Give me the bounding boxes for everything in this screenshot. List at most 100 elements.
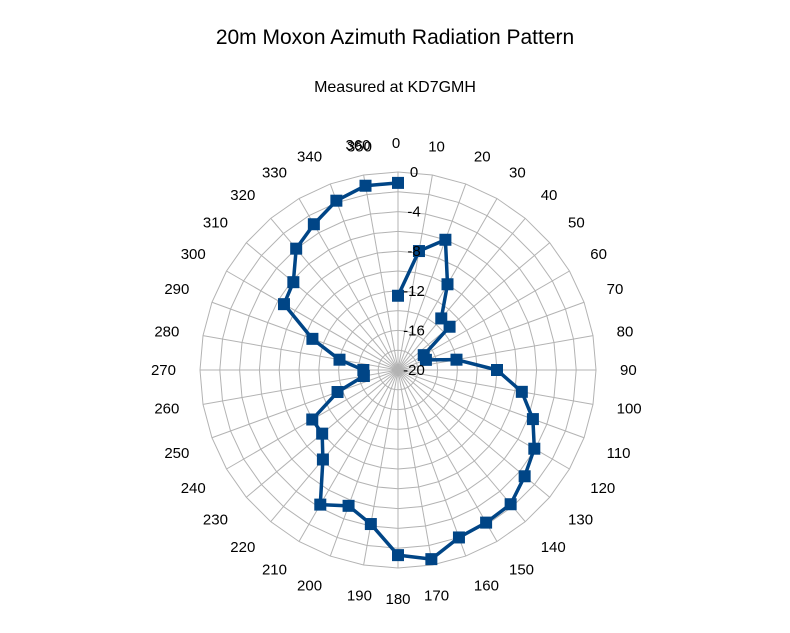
grid-spoke	[397, 183, 467, 371]
angle-label-40: 40	[541, 187, 558, 204]
radial-tick-label: -20	[403, 362, 425, 379]
angle-label-160: 160	[474, 578, 499, 595]
data-point-50	[443, 320, 456, 333]
data-point-140	[504, 498, 517, 511]
grid-spoke	[270, 369, 399, 522]
chart-title: 20m Moxon Azimuth Radiation Pattern	[215, 26, 575, 49]
angle-label-60: 60	[590, 246, 607, 263]
chart-subtitle: Measured at KD7GMH	[314, 79, 476, 96]
data-point-360	[392, 176, 404, 189]
angle-label-190: 190	[347, 588, 372, 605]
angle-label-100: 100	[617, 401, 642, 418]
data-point-170	[425, 553, 438, 566]
angle-label-210: 210	[262, 561, 287, 578]
data-point-300	[277, 298, 290, 311]
angle-label-270: 270	[151, 362, 176, 379]
grid-spoke	[329, 369, 399, 557]
data-point-20	[439, 233, 452, 246]
data-point-220	[316, 453, 329, 466]
data-point-310	[287, 276, 300, 289]
data-point-30	[441, 278, 454, 291]
angle-label-280: 280	[154, 323, 179, 340]
data-point-280	[333, 353, 346, 366]
data-point-70	[419, 353, 432, 366]
angle-label-130: 130	[568, 512, 593, 529]
angle-label-70: 70	[607, 281, 624, 298]
angle-label-310: 310	[203, 214, 228, 231]
grid-spoke	[397, 369, 433, 566]
angle-label-320: 320	[230, 187, 255, 204]
radial-tick-label: -12	[403, 283, 425, 300]
radial-tick-label: -4	[407, 204, 420, 221]
data-point-330	[307, 218, 320, 231]
data-point-230	[316, 427, 329, 440]
radial-tick-label: -8	[407, 243, 420, 260]
data-point-190	[364, 518, 377, 531]
angle-label-0: 0	[392, 135, 400, 152]
grid-spoke	[329, 183, 399, 371]
data-point-200	[342, 499, 355, 512]
angle-label-180: 180	[385, 591, 410, 608]
grid-spoke	[397, 369, 594, 405]
angle-label-240: 240	[181, 480, 206, 497]
data-point-120	[528, 442, 541, 455]
grid-spoke	[397, 242, 550, 371]
data-point-160	[452, 531, 465, 544]
grid-spoke	[363, 174, 399, 371]
data-point-240	[306, 413, 319, 426]
data-point-0	[392, 289, 404, 302]
radial-tick-labels: 0 -4 -8 -12 -16 -20	[403, 164, 425, 379]
angle-label-140: 140	[541, 539, 566, 556]
grid-spoke	[397, 218, 526, 371]
grid-spoke	[397, 369, 467, 557]
data-point-10	[412, 245, 425, 258]
angle-label-80: 80	[617, 323, 634, 340]
angle-label-330: 330	[262, 165, 287, 182]
angle-label-200: 200	[297, 578, 322, 595]
grid-spoke	[363, 369, 399, 566]
data-point-130	[518, 470, 531, 483]
grid-spoke	[246, 242, 399, 371]
data-point-90	[491, 364, 503, 376]
chart-grid	[199, 171, 597, 569]
data-point-180	[392, 549, 404, 562]
angle-label-150: 150	[509, 561, 534, 578]
data-point-270	[357, 364, 370, 376]
angle-label-110: 110	[607, 445, 631, 462]
grid-spoke	[397, 174, 433, 371]
grid-spoke	[226, 270, 399, 371]
data-point-290	[306, 332, 319, 345]
data-point-350	[359, 179, 372, 192]
radial-tick-label: -16	[403, 322, 425, 339]
data-point-250	[331, 386, 344, 399]
data-point-80	[450, 353, 463, 366]
grid-spoke	[397, 369, 498, 542]
data-point-150	[480, 516, 493, 529]
data-point-100	[515, 385, 528, 398]
grid-spoke	[211, 301, 399, 371]
data-point-320	[290, 242, 303, 255]
angle-label-90: 90	[620, 362, 637, 379]
grid-spoke	[298, 369, 399, 542]
data-point-210	[314, 498, 327, 511]
angle-label-50: 50	[568, 214, 585, 231]
angle-label-10: 10	[428, 138, 445, 155]
data-point-340	[330, 194, 343, 207]
grid-spoke	[397, 369, 585, 439]
angle-label-360: 360	[345, 137, 370, 154]
angle-label-260: 260	[154, 401, 179, 418]
data-point-110	[526, 413, 539, 426]
angle-label-340: 340	[297, 148, 322, 165]
angle-label-220: 220	[230, 539, 255, 556]
series-layer	[277, 176, 541, 566]
radial-tick-label: 0	[410, 164, 418, 181]
angle-label-300: 300	[181, 246, 206, 263]
grid-spoke	[397, 369, 570, 470]
angle-label-350: 350	[347, 138, 372, 155]
angle-label-30: 30	[509, 165, 526, 182]
grid-spoke	[397, 369, 526, 522]
angle-label-170: 170	[424, 588, 449, 605]
angle-label-290: 290	[164, 281, 189, 298]
